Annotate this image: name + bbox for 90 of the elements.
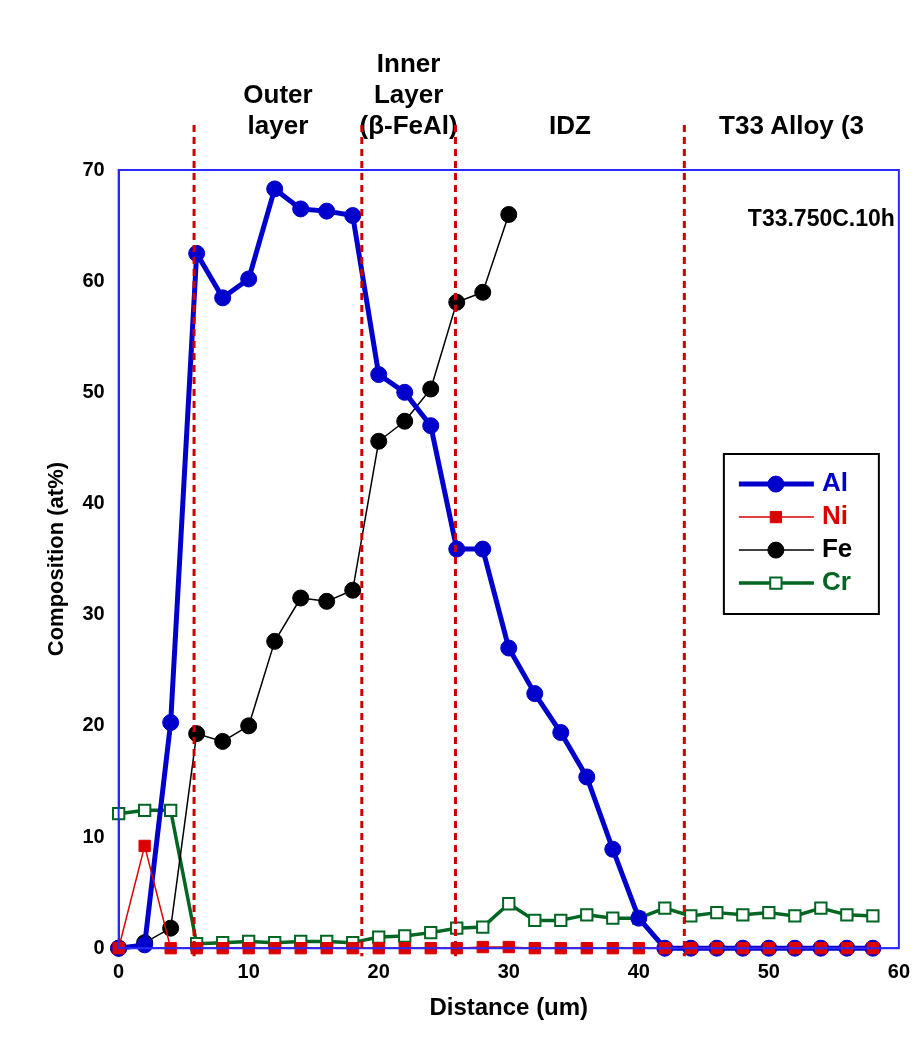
- point: [526, 685, 544, 703]
- point: [346, 942, 359, 955]
- x-tick-label: 50: [757, 959, 780, 982]
- point: [372, 942, 385, 955]
- point: [268, 942, 281, 955]
- point: [318, 202, 336, 220]
- point: [474, 283, 492, 301]
- y-tick-label: 0: [93, 935, 105, 958]
- point: [866, 909, 880, 923]
- legend-label: Al: [821, 467, 848, 498]
- point: [710, 905, 724, 920]
- point: [552, 724, 570, 742]
- y-tick-label: 30: [82, 602, 105, 625]
- band-label: T33 Alloy (3: [719, 110, 865, 141]
- point: [632, 942, 645, 955]
- point: [502, 897, 516, 911]
- point: [372, 930, 386, 944]
- point: [292, 200, 310, 218]
- point: [370, 366, 388, 384]
- band-label: Inner Layer (β-FeAl): [359, 48, 458, 141]
- point: [840, 908, 854, 922]
- point: [240, 270, 258, 288]
- point: [266, 632, 284, 650]
- x-tick-label: 0: [113, 959, 125, 982]
- point: [736, 908, 750, 922]
- point: [580, 942, 593, 955]
- annotation: T33.750C.10h: [747, 204, 895, 231]
- y-tick-label: 20: [82, 713, 105, 736]
- y-tick-label: 40: [82, 491, 105, 514]
- point: [396, 412, 414, 430]
- x-axis-title: Distance (um): [429, 993, 589, 1021]
- x-tick-label: 20: [367, 959, 390, 982]
- y-tick-label: 60: [82, 268, 105, 291]
- point: [242, 942, 255, 955]
- point: [162, 714, 180, 732]
- point: [578, 768, 596, 786]
- point: [658, 901, 672, 915]
- point: [604, 840, 622, 858]
- point: [788, 909, 802, 923]
- y-tick-label: 70: [82, 157, 105, 180]
- point: [500, 205, 518, 223]
- legend-label: Cr: [821, 566, 851, 597]
- band-label: Outer layer: [243, 79, 313, 141]
- point: [138, 803, 152, 817]
- point: [214, 289, 232, 307]
- point: [554, 942, 567, 955]
- point: [500, 639, 518, 657]
- y-axis-title: Composition (at%): [43, 461, 69, 657]
- point: [606, 942, 619, 955]
- point: [398, 929, 412, 943]
- point: [554, 913, 568, 928]
- point: [424, 942, 437, 955]
- x-tick-label: 60: [887, 959, 910, 982]
- point: [422, 417, 440, 435]
- legend-label: Fe: [821, 533, 853, 564]
- point: [162, 919, 180, 937]
- point: [476, 920, 490, 934]
- point: [814, 901, 828, 915]
- point: [474, 540, 492, 558]
- point: [396, 383, 414, 401]
- point: [762, 905, 776, 920]
- point: [344, 207, 362, 225]
- point: [164, 942, 177, 955]
- point: [292, 589, 310, 607]
- point: [216, 942, 229, 955]
- point: [240, 717, 258, 735]
- point: [266, 180, 284, 198]
- point: [370, 432, 388, 450]
- point: [422, 380, 440, 398]
- legend-label: Ni: [821, 500, 848, 531]
- y-tick-label: 50: [82, 379, 105, 402]
- point: [164, 803, 178, 817]
- x-tick-label: 10: [237, 959, 260, 982]
- point: [294, 942, 307, 955]
- point: [214, 732, 232, 750]
- y-tick-label: 10: [82, 824, 105, 847]
- point: [318, 592, 336, 610]
- point: [398, 942, 411, 955]
- point: [528, 913, 542, 928]
- band-label: IDZ: [548, 110, 591, 141]
- point: [580, 908, 594, 922]
- point: [424, 925, 438, 940]
- x-tick-label: 40: [627, 959, 650, 982]
- x-tick-label: 30: [497, 959, 520, 982]
- point: [606, 911, 620, 925]
- point: [684, 909, 698, 923]
- point: [320, 942, 333, 955]
- point: [138, 839, 151, 853]
- point: [528, 942, 541, 955]
- point: [344, 581, 362, 599]
